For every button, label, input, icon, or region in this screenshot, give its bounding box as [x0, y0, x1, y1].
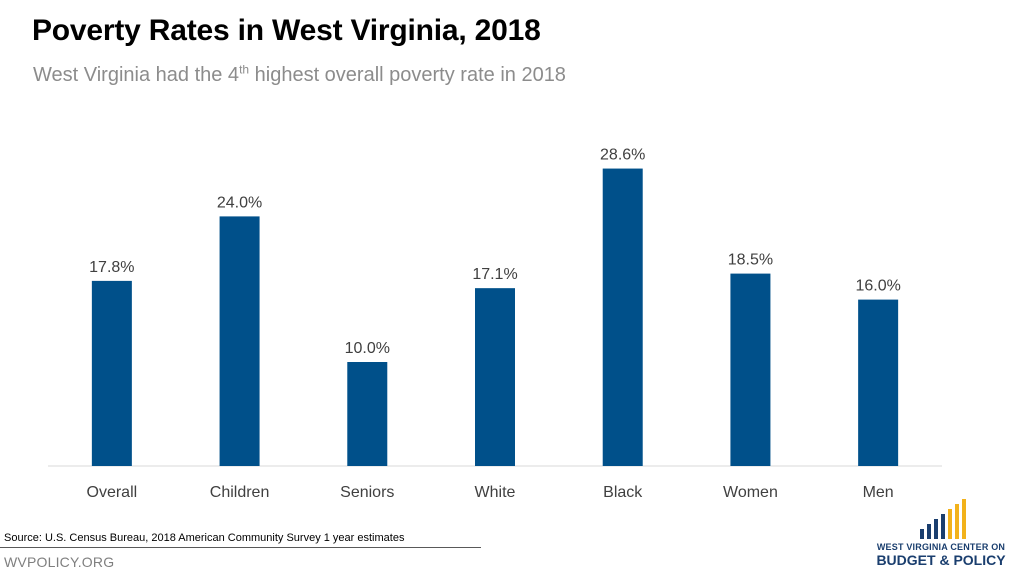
site-url: WVPOLICY.ORG	[4, 554, 115, 570]
bar-women	[730, 273, 771, 466]
bar-white	[475, 288, 515, 466]
data-label-children: 24.0%	[217, 194, 262, 211]
x-tick-label-overall: Overall	[87, 484, 138, 501]
source-note: Source: U.S. Census Bureau, 2018 America…	[4, 532, 405, 544]
x-tick-label-men: Men	[863, 484, 894, 501]
data-label-seniors: 10.0%	[345, 340, 390, 357]
bar-black	[602, 168, 643, 466]
x-tick-label-seniors: Seniors	[340, 484, 394, 501]
x-tick-label-women: Women	[723, 484, 778, 501]
logo-bar	[934, 519, 938, 539]
bar-men	[858, 299, 899, 466]
x-tick-label-white: White	[475, 484, 516, 501]
x-tick-label-children: Children	[210, 484, 270, 501]
logo-bar	[962, 499, 966, 539]
logo-text-line2: BUDGET & POLICY	[876, 552, 1006, 568]
source-divider	[0, 547, 481, 548]
wvcbp-logo-icon	[920, 499, 966, 539]
logo-bar	[920, 529, 924, 539]
bar-chart: 17.8% Overall 24.0% Children 10.0% Seniors 17.…	[48, 147, 942, 501]
x-tick-label-black: Black	[603, 484, 643, 501]
bar-overall	[91, 280, 132, 466]
logo-bar	[955, 504, 959, 539]
data-label-overall: 17.8%	[89, 259, 134, 276]
logo-bar	[948, 509, 952, 539]
subtitle-superscript: th	[239, 62, 250, 77]
chart-title: Poverty Rates in West Virginia, 2018	[32, 14, 541, 47]
data-label-men: 16.0%	[855, 278, 900, 295]
logo-text-line1: WEST VIRGINIA CENTER ON	[876, 542, 1006, 552]
data-label-black: 28.6%	[600, 147, 645, 164]
subtitle-prefix: West Virginia had the 4	[33, 64, 240, 86]
chart-subtitle: West Virginia had the 4th highest overal…	[33, 62, 566, 87]
data-label-white: 17.1%	[472, 266, 517, 283]
data-label-women: 18.5%	[728, 252, 773, 269]
subtitle-suffix: highest overall poverty rate in 2018	[249, 64, 566, 86]
logo-bar	[927, 524, 931, 539]
logo-bar	[941, 514, 945, 539]
bar-children	[219, 216, 260, 466]
bar-seniors	[347, 362, 388, 466]
